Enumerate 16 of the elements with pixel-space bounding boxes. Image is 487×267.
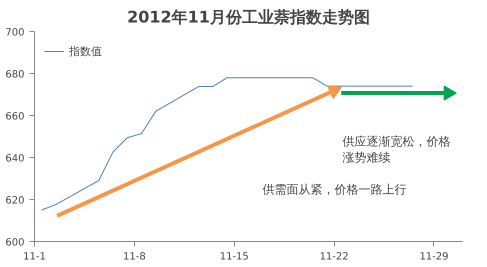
x-tick-label: 11-29 — [419, 252, 448, 262]
y-tick-label: 660 — [5, 112, 25, 122]
y-tick-label: 640 — [5, 154, 25, 164]
y-tick-label: 600 — [5, 238, 25, 248]
legend-label: 指数值 — [69, 44, 102, 58]
chart-title: 2012年11月份工业萘指数走势图 — [127, 8, 370, 26]
x-tick-label: 11-1 — [23, 252, 46, 262]
x-tick-label: 11-15 — [220, 252, 249, 262]
annotation: 供需面从紧，价格一路上行 — [262, 182, 406, 196]
line-series — [41, 77, 414, 210]
annotation: 供应逐渐宽松，价格涨势难续 — [342, 134, 450, 164]
x-tick-label: 11-8 — [123, 252, 146, 262]
y-tick-label: 680 — [5, 70, 25, 80]
y-tick-label: 620 — [5, 196, 25, 206]
x-tick-label: 11-22 — [320, 252, 349, 262]
y-tick-label: 700 — [5, 28, 25, 38]
